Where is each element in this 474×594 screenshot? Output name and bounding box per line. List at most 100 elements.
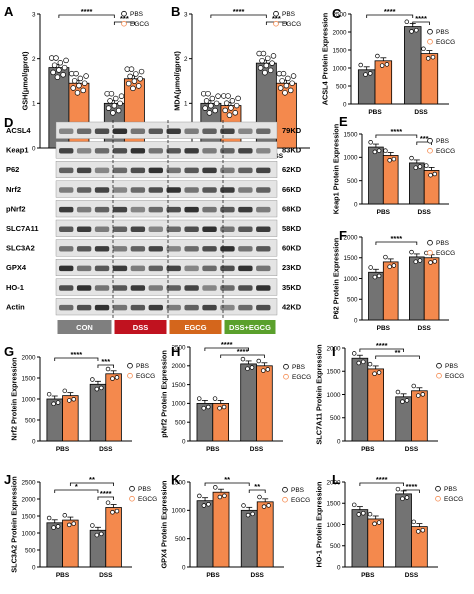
y-tick-label: 2500 — [21, 479, 36, 486]
significance-label: **** — [237, 347, 249, 356]
blot-band — [148, 167, 163, 174]
legend-marker — [283, 363, 289, 370]
y-axis-label: SLC7A11 Protein Expression — [315, 344, 324, 444]
data-point — [261, 504, 267, 509]
y-tick-label: 2000 — [21, 496, 36, 503]
blot-band — [76, 265, 92, 272]
blot-band — [256, 285, 271, 291]
blot-band — [148, 128, 163, 134]
blot-band — [220, 226, 235, 232]
data-point — [416, 529, 421, 534]
data-point — [225, 93, 231, 99]
data-point — [265, 367, 271, 372]
bar — [404, 26, 422, 105]
data-point — [387, 264, 392, 269]
blot-band — [166, 226, 181, 232]
blot-band — [166, 206, 181, 213]
data-point — [420, 392, 426, 397]
data-point — [232, 110, 238, 116]
data-point — [137, 76, 143, 82]
blot-band — [76, 187, 92, 193]
data-point — [202, 105, 208, 111]
blot-band — [130, 148, 146, 154]
data-point — [71, 396, 76, 402]
data-point — [55, 400, 61, 405]
significance-bracket — [54, 489, 99, 493]
legend-marker — [427, 239, 433, 246]
significance-label: **** — [391, 127, 403, 136]
band-label: Nrf2 — [6, 185, 21, 194]
band-label: ACSL4 — [6, 126, 31, 135]
data-point — [404, 398, 410, 403]
panel-letter-a: A — [4, 4, 14, 19]
blot-band — [184, 265, 199, 272]
blot-band — [238, 246, 253, 252]
y-tick-label: 1500 — [171, 479, 186, 486]
data-point — [260, 50, 267, 57]
data-point — [51, 62, 58, 68]
data-point — [66, 522, 72, 528]
data-point — [250, 511, 255, 517]
legend-label: EGCG — [292, 374, 311, 381]
y-tick-label: 3 — [32, 11, 36, 18]
data-point — [114, 375, 120, 380]
bar — [367, 368, 384, 442]
data-point — [83, 73, 89, 79]
band-label: Keap1 — [6, 146, 29, 155]
data-point — [372, 274, 378, 280]
blot-row — [55, 121, 278, 139]
blot-band — [130, 226, 146, 232]
bar — [89, 383, 107, 442]
data-point — [428, 260, 433, 265]
band-label: pNrf2 — [6, 204, 26, 213]
legend-label: EGCG — [138, 496, 157, 503]
blot-band — [238, 285, 253, 291]
blot-band — [220, 304, 235, 311]
data-point — [432, 259, 438, 264]
band-size-label: 60KD — [282, 244, 302, 253]
blot-band — [256, 148, 271, 154]
blot-band — [76, 226, 92, 232]
blot-band — [238, 265, 253, 272]
significance-bracket — [412, 21, 430, 25]
blot-band — [76, 128, 92, 134]
legend-marker — [436, 362, 442, 369]
blot-band — [112, 304, 128, 311]
data-point — [99, 531, 104, 537]
band-label: SLC3A2 — [6, 244, 35, 253]
blot-band — [166, 148, 181, 154]
blot-band — [94, 285, 110, 291]
panel-letter-k: K — [171, 472, 181, 487]
data-point — [356, 512, 362, 517]
legend-label: PBS — [138, 486, 152, 493]
data-point — [55, 524, 61, 529]
blot-band — [202, 167, 217, 174]
data-point — [404, 495, 410, 500]
significance-label: ** — [254, 482, 260, 491]
legend-marker — [435, 485, 441, 492]
data-point — [421, 46, 426, 52]
data-point — [287, 87, 294, 94]
y-tick-label: 2000 — [343, 234, 358, 241]
y-tick-label: 0 — [32, 564, 36, 571]
band-label: GPX4 — [6, 263, 27, 272]
data-point — [432, 171, 438, 177]
data-point — [70, 85, 76, 91]
x-tick-label: DSS — [405, 572, 419, 579]
legend-label: EGCG — [444, 496, 463, 503]
data-point — [108, 90, 115, 97]
blot-band — [202, 246, 217, 252]
blot-band — [184, 167, 199, 174]
panel-letter-g: G — [4, 344, 14, 359]
blot-row — [55, 219, 278, 237]
data-point — [409, 155, 414, 161]
legend-label: EGCG — [436, 250, 455, 257]
panel-letter-f: F — [339, 228, 347, 243]
blot-band — [256, 265, 271, 272]
significance-label: *** — [120, 14, 129, 23]
